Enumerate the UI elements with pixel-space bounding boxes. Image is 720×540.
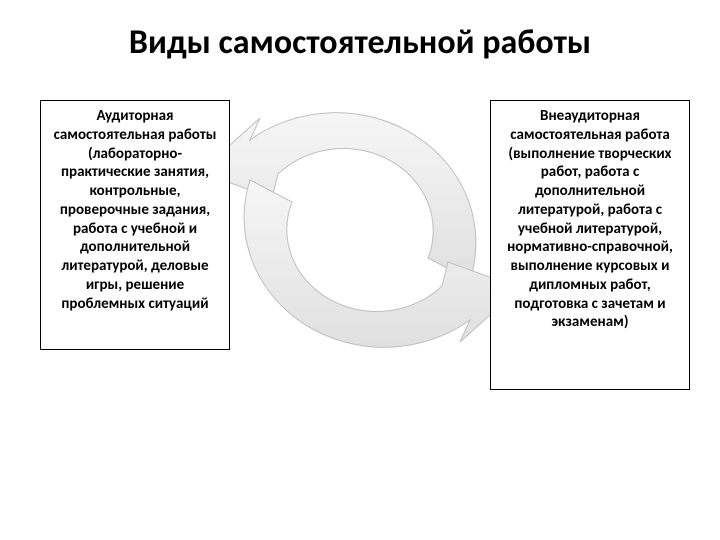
right-box: Внеаудиторная самостоятельная работа (вы… — [490, 100, 690, 390]
cycle-arrow-top — [200, 113, 476, 280]
slide-title: Виды самостоятельной работы — [0, 22, 720, 63]
cycle-arrow-bottom — [244, 180, 520, 347]
left-box: Аудиторная самостоятельная работы (лабор… — [40, 100, 230, 350]
